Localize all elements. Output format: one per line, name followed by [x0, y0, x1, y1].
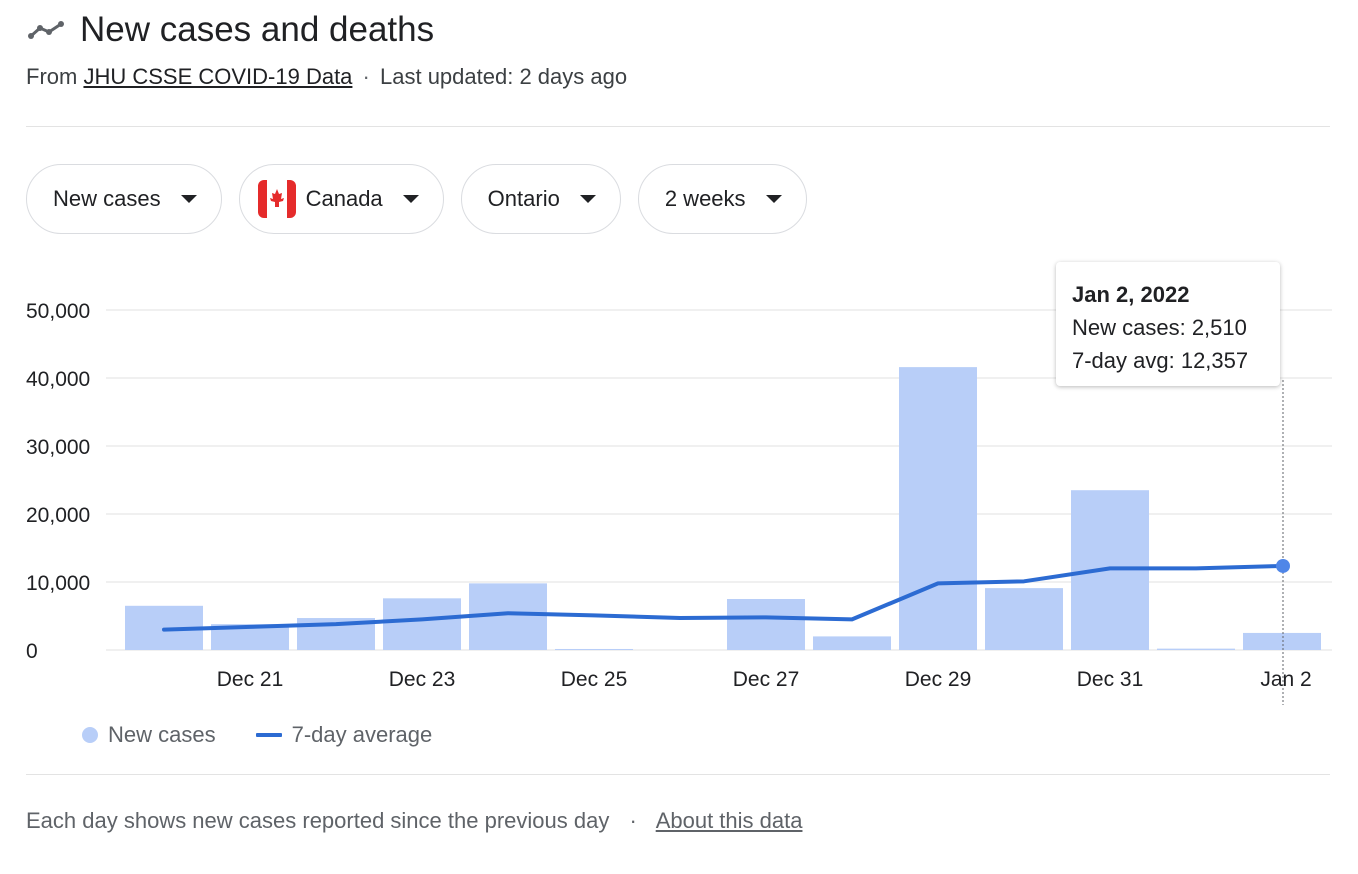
- legend-line-label: 7-day average: [291, 722, 433, 747]
- footer: Each day shows new cases reported since …: [26, 808, 802, 834]
- tooltip-date: Jan 2, 2022: [1072, 282, 1190, 307]
- bar: [985, 588, 1063, 650]
- canada-flag-icon: [257, 180, 296, 218]
- y-tick-label: 30,000: [26, 436, 90, 459]
- bar: [1157, 648, 1235, 650]
- country-dropdown-label: Canada: [305, 186, 383, 211]
- header-divider: [26, 126, 1330, 127]
- x-tick-label: Dec 23: [389, 668, 456, 691]
- source-prefix: From: [26, 64, 78, 89]
- x-tick-label: Dec 31: [1077, 668, 1144, 691]
- metric-dropdown-label: New cases: [53, 186, 161, 211]
- y-tick-label: 20,000: [26, 504, 90, 527]
- legend-bar-swatch: [82, 727, 98, 743]
- x-tick-label: Dec 27: [733, 668, 800, 691]
- legend-bar-label: New cases: [108, 722, 216, 747]
- source-link[interactable]: JHU CSSE COVID-19 Data: [83, 64, 353, 89]
- y-tick-label: 40,000: [26, 368, 90, 391]
- cases-chart[interactable]: 0 10,000 20,000 30,000 40,000 50,000 Dec 21 Dec…: [0, 250, 1358, 720]
- bar: [727, 599, 805, 650]
- caret-down-icon: [579, 195, 596, 203]
- y-tick-label: 50,000: [26, 300, 90, 323]
- page-title: New cases and deaths: [80, 10, 435, 49]
- caret-down-icon: [765, 195, 782, 203]
- x-tick-label: Dec 21: [217, 668, 284, 691]
- highlight-point: [1276, 558, 1290, 573]
- bar: [383, 598, 461, 650]
- footer-separator: ·: [629, 808, 637, 833]
- chart-svg: 0 10,000 20,000 30,000 40,000 50,000 Dec 21 Dec…: [26, 300, 1332, 705]
- source-separator: ·: [362, 64, 370, 89]
- metric-dropdown[interactable]: New cases: [26, 164, 222, 234]
- bar: [813, 636, 891, 650]
- x-tick-label: Dec 29: [905, 668, 972, 691]
- y-tick-label: 0: [26, 640, 38, 663]
- y-tick-label: 10,000: [26, 572, 90, 595]
- bar: [555, 648, 633, 650]
- range-dropdown[interactable]: 2 weeks: [637, 164, 807, 234]
- caret-down-icon: [402, 195, 419, 203]
- legend-line-swatch: [255, 733, 282, 737]
- caret-down-icon: [180, 195, 197, 203]
- x-tick-label: Dec 25: [561, 668, 628, 691]
- country-dropdown[interactable]: Canada: [238, 164, 444, 234]
- bar: [1243, 632, 1321, 650]
- footer-note: Each day shows new cases reported since …: [26, 808, 610, 833]
- region-dropdown-label: Ontario: [487, 186, 560, 211]
- tooltip-average: 7-day avg: 12,357: [1072, 348, 1249, 373]
- range-dropdown-label: 2 weeks: [664, 186, 746, 211]
- last-updated: Last updated: 2 days ago: [380, 64, 628, 89]
- source-line: From JHU CSSE COVID-19 Data · Last updat…: [26, 64, 1330, 90]
- tooltip-new-cases: New cases: 2,510: [1072, 315, 1247, 340]
- about-data-link[interactable]: About this data: [655, 808, 803, 833]
- bar: [899, 367, 977, 650]
- region-dropdown[interactable]: Ontario: [460, 164, 621, 234]
- trend-line-icon: [28, 21, 64, 39]
- chart-legend: New cases 7-day average: [82, 722, 432, 748]
- x-tick-label: Jan 2: [1260, 668, 1311, 691]
- average-line: [162, 563, 1284, 632]
- filter-bar: New cases Canada Ontario 2 weeks: [26, 164, 807, 234]
- card-header: New cases and deaths From JHU CSSE COVID…: [26, 10, 1330, 90]
- footer-divider: [26, 774, 1330, 775]
- chart-tooltip: Jan 2, 2022 New cases: 2,510 7-day avg: …: [1056, 262, 1280, 386]
